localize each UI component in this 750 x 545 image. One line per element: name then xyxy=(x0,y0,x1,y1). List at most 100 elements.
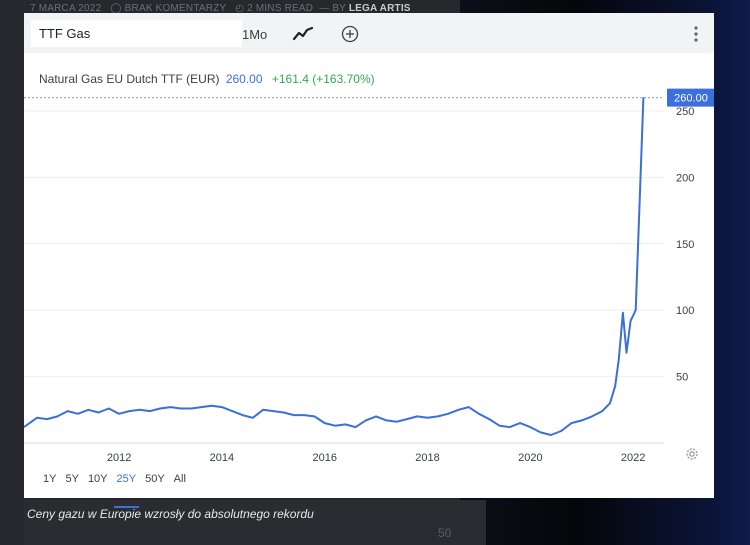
data-point xyxy=(211,405,213,407)
data-point xyxy=(36,417,38,419)
data-point xyxy=(149,410,151,412)
data-point xyxy=(221,406,223,408)
article-comments[interactable]: BRAK KOMENTARZY xyxy=(124,3,227,14)
line-chart-icon[interactable] xyxy=(292,26,314,42)
y-tick-label: 100 xyxy=(676,305,694,317)
y-tick-label: 50 xyxy=(676,372,688,384)
data-point xyxy=(416,415,418,418)
data-point xyxy=(231,410,233,412)
data-point xyxy=(509,426,511,428)
article-by: BY xyxy=(332,3,346,14)
data-point xyxy=(635,309,637,311)
data-point xyxy=(293,414,295,416)
data-point xyxy=(385,419,388,422)
plus-circle-icon[interactable] xyxy=(340,24,360,44)
data-point xyxy=(622,312,624,314)
data-point xyxy=(118,413,120,415)
data-point xyxy=(282,411,285,414)
line-chart: 250 200 150 100 50 2012 2014 2016 2018 2020 2022 26… xyxy=(24,88,714,464)
x-tick-label: 2014 xyxy=(210,452,234,464)
data-point xyxy=(437,415,439,418)
data-point xyxy=(498,425,501,427)
vertical-dots-icon[interactable] xyxy=(692,24,700,44)
gear-icon[interactable] xyxy=(685,447,699,461)
data-point xyxy=(591,415,593,418)
data-point xyxy=(618,358,620,360)
caption-bar xyxy=(24,500,486,545)
data-point xyxy=(468,406,470,408)
article-date: 7 MARCA 2022 xyxy=(30,3,102,14)
data-point xyxy=(488,418,490,420)
chart-legend: Natural Gas EU Dutch TTF (EUR) 260.00 +1… xyxy=(39,72,375,86)
data-point xyxy=(77,413,79,415)
data-point xyxy=(128,410,130,412)
data-point xyxy=(629,320,632,322)
data-point xyxy=(601,410,603,412)
data-point xyxy=(365,419,367,422)
data-point xyxy=(609,402,611,404)
data-point xyxy=(344,423,346,426)
clock-icon: ◴ xyxy=(235,3,245,14)
x-tick-label: 2022 xyxy=(621,452,645,464)
range-option-1y[interactable]: 1Y xyxy=(43,473,57,485)
data-point xyxy=(540,431,542,433)
data-point xyxy=(324,422,326,424)
data-point xyxy=(169,406,172,408)
data-point xyxy=(396,421,398,423)
article-author[interactable]: LEGA ARTIS xyxy=(348,3,411,14)
search-input[interactable]: TTF Gas xyxy=(31,20,242,47)
data-point xyxy=(252,417,254,419)
data-point xyxy=(87,409,89,411)
data-point xyxy=(46,418,48,420)
data-point xyxy=(625,352,628,354)
range-option-all[interactable]: All xyxy=(173,473,186,485)
data-point xyxy=(550,434,552,436)
data-point xyxy=(180,407,182,410)
data-point xyxy=(581,419,583,422)
article-meta: 7 MARCA 2022 ◯ BRAK KOMENTARZY ◴ 2 MINS … xyxy=(30,3,411,14)
data-point xyxy=(519,422,521,424)
range-option-5y[interactable]: 5Y xyxy=(65,473,79,485)
instrument-name: Natural Gas EU Dutch TTF (EUR) xyxy=(39,72,220,86)
data-point xyxy=(354,426,357,428)
article-read-time: 2 MINS READ xyxy=(247,3,314,14)
y-tick-label: 150 xyxy=(676,239,694,251)
data-point xyxy=(139,409,141,411)
x-tick-label: 2012 xyxy=(107,452,131,464)
comment-icon: ◯ xyxy=(110,3,122,14)
last-price-label: 260.00 xyxy=(674,93,708,105)
range-option-50y[interactable]: 50Y xyxy=(145,473,165,485)
data-point xyxy=(200,406,202,408)
interval-button[interactable]: 1Mo xyxy=(242,27,268,42)
range-option-10y[interactable]: 10Y xyxy=(87,473,108,485)
data-point xyxy=(56,415,59,418)
data-point xyxy=(159,407,161,410)
data-point xyxy=(457,409,459,411)
y-tick-label: 250 xyxy=(676,106,694,118)
data-point xyxy=(272,410,274,412)
last-price-badge xyxy=(667,88,714,107)
data-point xyxy=(334,425,336,427)
data-point xyxy=(614,385,616,387)
background-number: 50 xyxy=(438,526,452,540)
data-point xyxy=(313,415,316,418)
data-point xyxy=(375,415,377,418)
data-point xyxy=(426,417,429,419)
range-option-25y[interactable]: 25Y xyxy=(113,473,139,508)
data-point xyxy=(478,413,480,415)
y-tick-label: 200 xyxy=(676,172,694,184)
chart-widget: TTF Gas 1Mo Natural Gas EU Dutch TTF (EU… xyxy=(24,13,714,508)
data-point xyxy=(447,413,449,415)
data-point xyxy=(560,430,562,432)
data-point xyxy=(642,97,645,99)
data-point xyxy=(190,407,192,410)
range-selector: 1Y 5Y 10Y 25Y 50Y All xyxy=(43,473,195,508)
series-line xyxy=(24,97,645,436)
data-point xyxy=(262,409,264,411)
data-point xyxy=(303,414,305,416)
current-price: 260.00 xyxy=(225,72,263,86)
data-point xyxy=(406,418,408,420)
image-caption: Ceny gazu w Europie wzrosły do absolutne… xyxy=(27,507,314,521)
data-point xyxy=(24,426,25,428)
price-change: +161.4 (+163.70%) xyxy=(271,72,375,86)
